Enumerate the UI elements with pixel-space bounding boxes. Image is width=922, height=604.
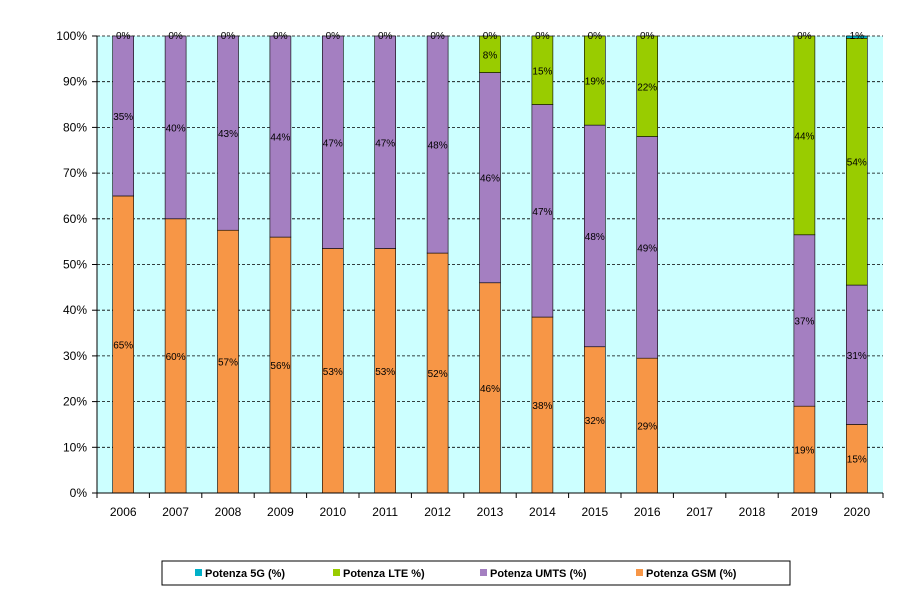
bar-segment (479, 35, 501, 73)
data-label: 47% (323, 138, 343, 149)
bar-segment (269, 35, 292, 238)
data-label: 0% (430, 31, 445, 42)
y-tick-label: 40% (63, 303, 87, 317)
data-label: 48% (428, 141, 448, 152)
data-label: 0% (640, 31, 655, 42)
bar-segment (374, 35, 397, 249)
data-label: 47% (532, 207, 552, 218)
data-label: 52% (428, 369, 448, 380)
data-label: 0% (797, 31, 812, 42)
legend-swatch (480, 569, 487, 576)
data-label: 1% (850, 31, 865, 42)
data-label: 54% (847, 158, 867, 169)
data-label: 22% (637, 82, 657, 93)
data-label: 49% (637, 243, 657, 254)
x-tick-label: 2013 (477, 505, 504, 519)
bar-segment (793, 35, 816, 236)
bar-series (112, 35, 868, 494)
data-label: 38% (532, 401, 552, 412)
bar-segment (636, 35, 659, 137)
data-label: 0% (168, 31, 183, 42)
legend-box (161, 560, 791, 586)
bar-segment (531, 35, 554, 105)
bar-segment (426, 35, 449, 254)
x-tick-label: 2014 (529, 505, 556, 519)
data-labels: 65% 35% 0% 60% 40% 0% 57% 43% 0% 56% 44% 0% 53% 47% 0%… (113, 31, 867, 466)
y-tick-label: 90% (63, 75, 87, 89)
data-label: 47% (375, 138, 395, 149)
data-label: 53% (323, 367, 343, 378)
data-label: 19% (794, 446, 814, 457)
y-tick-label: 100% (56, 29, 87, 43)
data-label: 0% (326, 31, 341, 42)
x-tick-label: 2015 (581, 505, 608, 519)
data-label: 0% (273, 31, 288, 42)
y-tick-label: 20% (63, 395, 87, 409)
x-tick-label: 2019 (791, 505, 818, 519)
legend-label: Potenza UMTS (%) (490, 568, 587, 580)
bar-segment (112, 35, 134, 197)
x-tick-label: 2020 (843, 505, 870, 519)
data-label: 37% (794, 316, 814, 327)
x-tick-label: 2007 (162, 505, 189, 519)
x-tick-label: 2010 (319, 505, 346, 519)
x-tick-label: 2017 (686, 505, 713, 519)
y-tick-label: 30% (63, 349, 87, 363)
data-label: 44% (270, 133, 290, 144)
x-tick-label: 2006 (110, 505, 137, 519)
y-tick-label: 10% (63, 440, 87, 454)
bar-segment (164, 35, 187, 220)
legend-swatch (195, 569, 202, 576)
y-tick-label: 80% (63, 120, 87, 134)
data-label: 48% (585, 232, 605, 243)
data-label: 15% (532, 66, 552, 77)
data-label: 56% (270, 361, 290, 372)
data-label: 0% (378, 31, 393, 42)
data-label: 0% (116, 31, 131, 42)
data-label: 19% (585, 77, 605, 88)
data-label: 40% (166, 123, 186, 134)
data-label: 0% (221, 31, 236, 42)
data-label: 44% (794, 131, 814, 142)
data-label: 29% (637, 422, 657, 433)
legend-label: Potenza GSM (%) (646, 568, 737, 580)
data-label: 46% (480, 174, 500, 185)
bar-segment (845, 35, 868, 39)
legend-label: Potenza 5G (%) (205, 568, 285, 580)
y-tick-label: 60% (63, 212, 87, 226)
data-label: 15% (847, 455, 867, 466)
data-label: 53% (375, 367, 395, 378)
legend-swatch (636, 569, 643, 576)
axes: 0% 10% 20% 30% 40% 50% 60% 70% 80% 90% 100% 2006 200… (56, 29, 884, 519)
data-label: 57% (218, 358, 238, 369)
bar-segment (583, 35, 606, 126)
y-tick-label: 70% (63, 166, 87, 180)
data-label: 31% (847, 351, 867, 362)
x-tick-label: 2008 (215, 505, 242, 519)
data-label: 43% (218, 129, 238, 140)
bar-segment (321, 35, 344, 249)
bar-segment (217, 35, 239, 231)
y-tick-label: 50% (63, 258, 87, 272)
x-tick-label: 2012 (424, 505, 451, 519)
x-tick-label: 2011 (372, 505, 398, 519)
data-label: 0% (535, 31, 550, 42)
legend-label: Potenza LTE %) (343, 568, 425, 580)
y-tick-label: 0% (70, 486, 88, 500)
data-label: 32% (585, 416, 605, 427)
data-label: 0% (588, 31, 603, 42)
x-tick-label: 2016 (634, 505, 661, 519)
data-label: 8% (483, 50, 498, 61)
x-tick-label: 2009 (267, 505, 294, 519)
legend: Potenza 5G (%) Potenza LTE %) Potenza UMTS… (161, 560, 791, 586)
data-label: 46% (480, 384, 500, 395)
x-tick-label: 2018 (739, 505, 766, 519)
data-label: 35% (113, 112, 133, 123)
data-label: 65% (113, 340, 133, 351)
legend-swatch (333, 569, 340, 576)
data-label: 0% (483, 31, 498, 42)
data-label: 60% (166, 352, 186, 363)
